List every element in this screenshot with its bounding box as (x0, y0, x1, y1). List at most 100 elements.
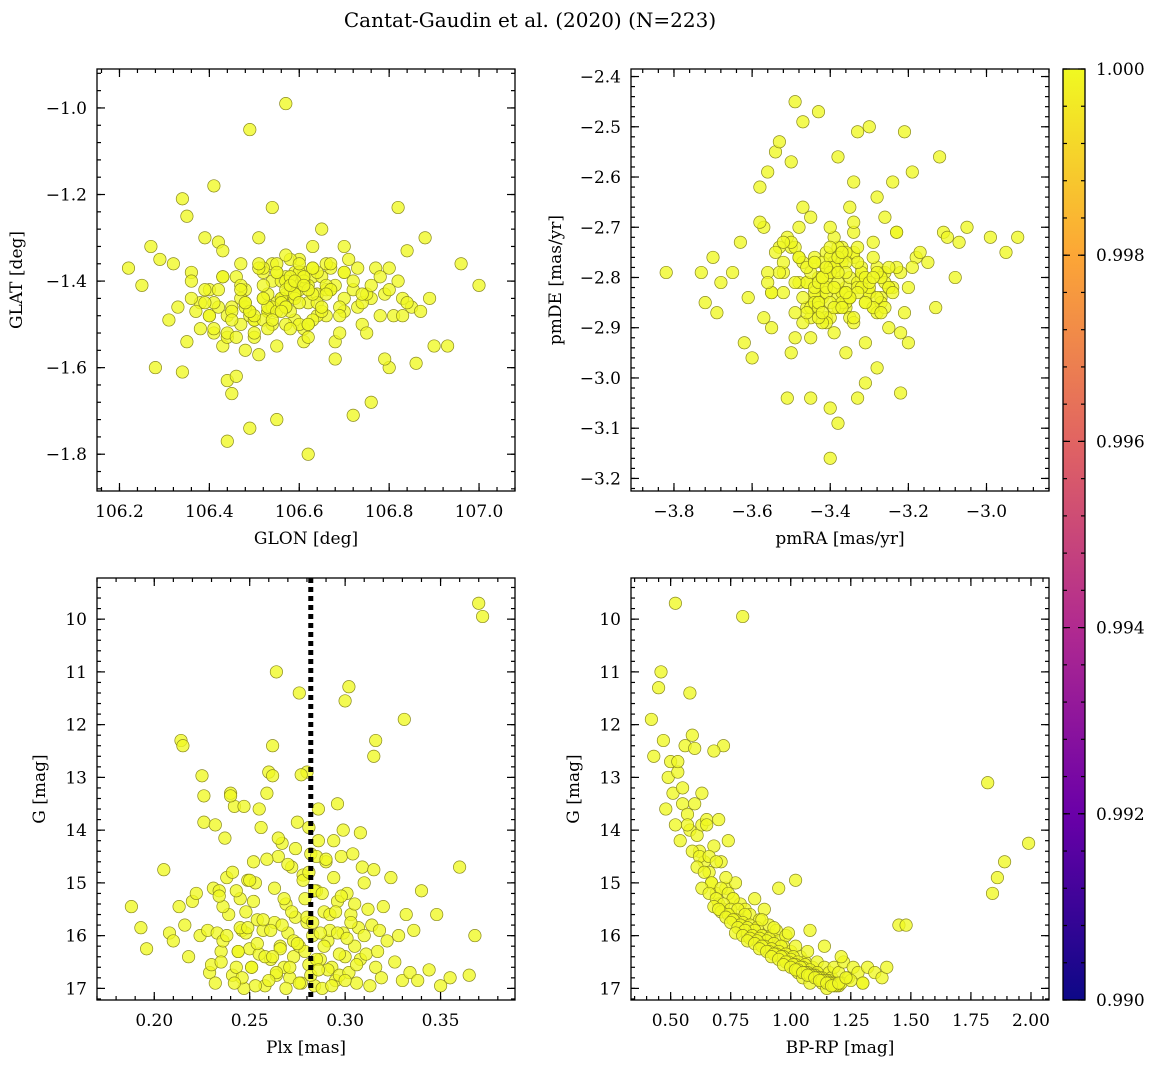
pm-ytick-label: −2.6 (580, 168, 621, 188)
pm-point (914, 246, 926, 258)
plx-point (328, 835, 340, 847)
pm-point (754, 216, 766, 228)
plx-point (408, 924, 420, 936)
panel-pm: −3.8 −3.6 −3.4 −3.2 −3.0 −2.4 −2.5 −2.6 −2.7 −2.8… (546, 68, 1049, 549)
pm-point (890, 226, 902, 238)
sky-xlabel: GLON [deg] (254, 529, 358, 549)
plx-point (398, 713, 410, 725)
cmd-point (737, 610, 749, 622)
sky-ytick-label: −1.0 (46, 99, 87, 119)
cmd-ytick-label: 11 (599, 663, 621, 683)
plx-point (337, 824, 349, 836)
pm-point (840, 347, 852, 359)
plx-ytick-label: 15 (65, 874, 87, 894)
figure-title: Cantat-Gaudin et al. (2020) (N=223) (344, 8, 716, 32)
sky-point (230, 331, 242, 343)
plx-point (320, 853, 332, 865)
cmd-ytick-label: 16 (599, 927, 621, 947)
plx-point (284, 961, 296, 973)
sky-point (307, 240, 319, 252)
plx-point (335, 850, 347, 862)
plx-point (266, 770, 278, 782)
sky-point (266, 201, 278, 213)
plx-point (431, 908, 443, 920)
sky-point (244, 422, 256, 434)
pm-point (781, 392, 793, 404)
plx-ytick-label: 14 (65, 821, 87, 841)
colorbar-tick-label: 0.992 (1096, 805, 1145, 825)
cmd-point (991, 871, 1003, 883)
plx-point (349, 898, 361, 910)
pm-point (785, 156, 797, 168)
plx-point (293, 687, 305, 699)
pm-point (738, 337, 750, 349)
sky-point (257, 279, 269, 291)
pm-xtick-label: −3.4 (810, 502, 851, 522)
pm-point (746, 352, 758, 364)
pm-point (812, 106, 824, 118)
pm-point (840, 286, 852, 298)
pm-point (742, 291, 754, 303)
plx-xlabel: Plx [mas] (266, 1038, 346, 1058)
plx-point (331, 798, 343, 810)
sky-point (226, 314, 238, 326)
pm-point (894, 327, 906, 339)
sky-point (212, 284, 224, 296)
cmd-xtick-label: 1.00 (772, 1011, 810, 1031)
sky-point (167, 258, 179, 270)
pm-ylabel: pmDE [mas/yr] (546, 215, 566, 345)
plx-point (238, 800, 250, 812)
pm-point (726, 266, 738, 278)
cmd-xtick-label: 1.75 (952, 1011, 990, 1031)
cmd-point (676, 782, 688, 794)
sky-point (176, 366, 188, 378)
sky-ytick-label: −1.4 (46, 272, 87, 292)
plx-point (463, 969, 475, 981)
plx-point (339, 695, 351, 707)
sky-point (302, 331, 314, 343)
sky-xtick-label: 106.8 (365, 502, 414, 522)
pm-xtick-label: −3.8 (653, 502, 694, 522)
pm-point (898, 126, 910, 138)
pm-point (922, 256, 934, 268)
sky-point (334, 327, 346, 339)
cmd-point (881, 961, 893, 973)
sky-point (374, 310, 386, 322)
plx-point (314, 927, 326, 939)
sky-point (217, 271, 229, 283)
pm-point (867, 271, 879, 283)
plx-point (354, 827, 366, 839)
plx-point (253, 803, 265, 815)
plx-point (245, 961, 257, 973)
cmd-point (722, 835, 734, 847)
sky-point (293, 297, 305, 309)
pm-point (961, 221, 973, 233)
pm-ytick-label: −2.4 (580, 68, 621, 88)
sky-point (230, 370, 242, 382)
figure: Cantat-Gaudin et al. (2020) (N=223) 106.… (0, 0, 1161, 1068)
cmd-point (768, 922, 780, 934)
plx-point (375, 972, 387, 984)
pm-point (871, 362, 883, 374)
sky-point (383, 284, 395, 296)
pm-point (867, 251, 879, 263)
pm-point (808, 256, 820, 268)
plx-point (341, 932, 353, 944)
plx-point (295, 769, 307, 781)
pm-point (867, 236, 879, 248)
pm-point (734, 236, 746, 248)
pm-point (789, 96, 801, 108)
plx-point (343, 681, 355, 693)
pm-point (859, 337, 871, 349)
plx-point (291, 937, 303, 949)
plx-point (196, 770, 208, 782)
sky-point (280, 97, 292, 109)
cmd-xtick-label: 1.25 (832, 1011, 870, 1031)
plx-point (177, 740, 189, 752)
colorbar-gradient (1063, 69, 1085, 1000)
pm-point (887, 286, 899, 298)
plx-point (158, 864, 170, 876)
sky-point (199, 284, 211, 296)
plx-point (350, 959, 362, 971)
pm-point (805, 392, 817, 404)
